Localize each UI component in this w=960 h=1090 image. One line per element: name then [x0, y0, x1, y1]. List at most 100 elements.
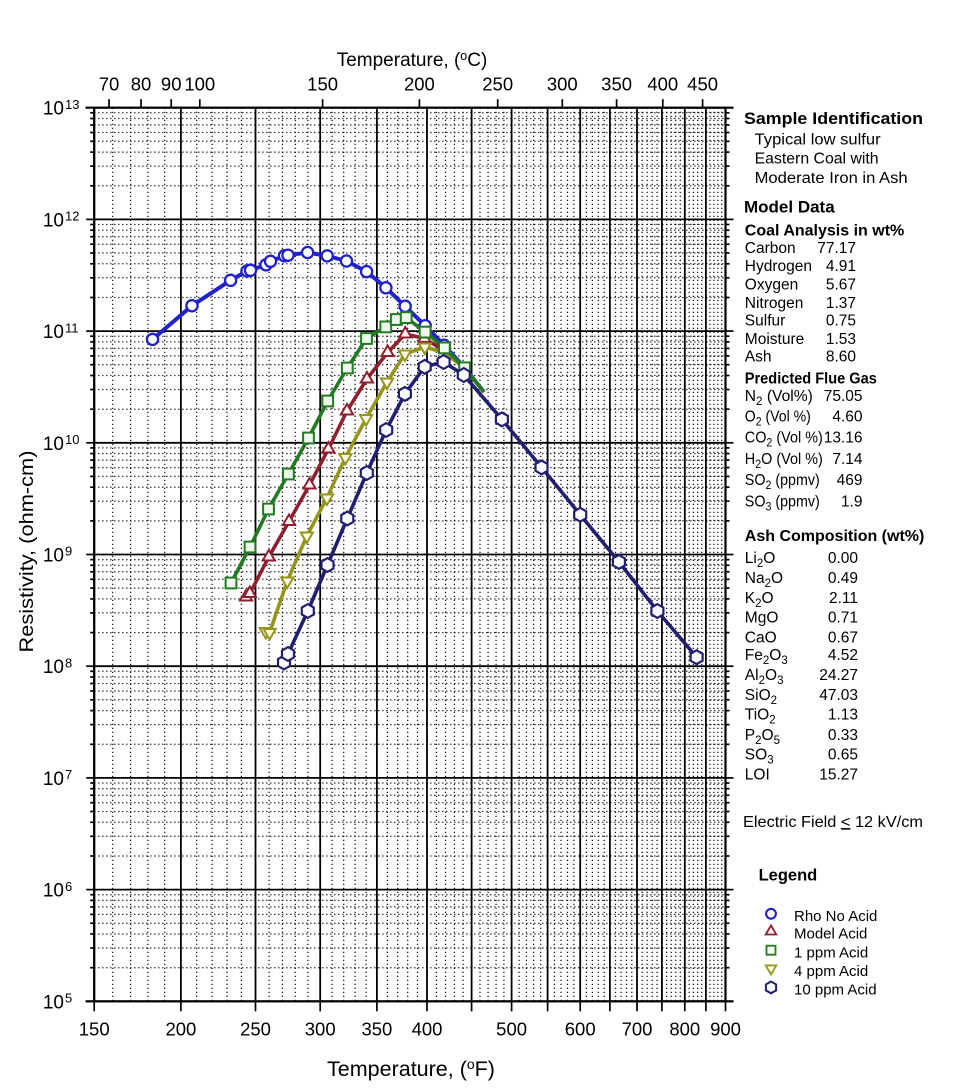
svg-text:5.67: 5.67: [826, 277, 856, 294]
svg-text:500: 500: [496, 1019, 527, 1040]
svg-text:SiO2: SiO2: [745, 687, 777, 707]
svg-text:SO3: SO3: [745, 747, 774, 767]
svg-text:P2O5: P2O5: [745, 727, 780, 747]
svg-text:9: 9: [65, 544, 72, 559]
svg-text:6: 6: [65, 879, 72, 894]
svg-text:12: 12: [65, 209, 79, 224]
svg-text:Temperature, (oC): Temperature, (oC): [337, 49, 488, 71]
svg-text:8.60: 8.60: [826, 349, 857, 366]
svg-text:Rho No Acid: Rho No Acid: [794, 908, 877, 925]
svg-text:350: 350: [361, 1019, 392, 1040]
svg-text:10: 10: [43, 434, 64, 455]
svg-text:0.33: 0.33: [828, 727, 858, 744]
svg-text:0.00: 0.00: [828, 550, 859, 567]
svg-text:Oxygen: Oxygen: [745, 277, 798, 294]
svg-text:469: 469: [837, 472, 863, 489]
svg-text:11: 11: [65, 320, 79, 335]
svg-text:47.03: 47.03: [819, 687, 858, 704]
svg-text:MgO: MgO: [745, 610, 779, 627]
svg-text:600: 600: [565, 1019, 596, 1040]
svg-text:800: 800: [669, 1019, 700, 1040]
svg-text:2.11: 2.11: [829, 590, 858, 607]
svg-text:15.27: 15.27: [819, 767, 858, 784]
svg-text:LOI: LOI: [745, 767, 770, 784]
svg-text:350: 350: [601, 74, 632, 95]
svg-text:Coal Analysis in wt%: Coal Analysis in wt%: [745, 223, 904, 240]
svg-text:Electric Field < 12 kV/cm: Electric Field < 12 kV/cm: [743, 814, 923, 831]
svg-text:Eastern Coal with: Eastern Coal with: [755, 151, 879, 168]
svg-text:SO3 (ppmv): SO3 (ppmv): [745, 493, 820, 513]
svg-text:250: 250: [482, 74, 513, 95]
svg-text:4.60: 4.60: [832, 408, 863, 425]
svg-text:Sample Identification: Sample Identification: [744, 110, 923, 128]
svg-text:200: 200: [404, 74, 435, 95]
svg-text:77.17: 77.17: [817, 240, 856, 257]
svg-text:7.14: 7.14: [832, 451, 863, 468]
svg-text:150: 150: [307, 74, 338, 95]
svg-text:10: 10: [43, 657, 64, 678]
svg-text:0.65: 0.65: [828, 747, 858, 764]
svg-text:0.49: 0.49: [828, 570, 858, 587]
svg-text:4.91: 4.91: [826, 258, 856, 275]
svg-text:400: 400: [647, 74, 678, 95]
svg-text:450: 450: [687, 74, 718, 95]
svg-text:200: 200: [165, 1019, 196, 1040]
svg-text:CO2 (Vol %): CO2 (Vol %): [745, 430, 823, 450]
svg-text:7: 7: [65, 767, 72, 782]
svg-text:Model Acid: Model Acid: [794, 925, 867, 942]
svg-text:1.53: 1.53: [826, 331, 856, 348]
svg-text:Legend: Legend: [759, 866, 818, 884]
svg-text:100: 100: [184, 74, 215, 95]
svg-text:700: 700: [622, 1019, 653, 1040]
svg-text:4.52: 4.52: [828, 647, 858, 664]
svg-text:Nitrogen: Nitrogen: [745, 295, 804, 312]
svg-text:10: 10: [43, 322, 64, 343]
svg-text:0.67: 0.67: [828, 630, 858, 647]
svg-text:900: 900: [710, 1019, 741, 1040]
svg-text:0.71: 0.71: [828, 610, 858, 627]
svg-text:10: 10: [65, 432, 79, 447]
svg-text:10: 10: [43, 546, 64, 567]
svg-text:4 ppm Acid: 4 ppm Acid: [794, 963, 868, 980]
svg-text:400: 400: [412, 1019, 443, 1040]
svg-text:150: 150: [79, 1019, 110, 1040]
svg-text:Li2O: Li2O: [745, 550, 776, 570]
svg-text:0.75: 0.75: [826, 313, 856, 330]
svg-text:Ash: Ash: [745, 349, 772, 366]
svg-text:K2O: K2O: [745, 590, 774, 610]
svg-text:Al2O3: Al2O3: [745, 667, 784, 687]
svg-text:70: 70: [99, 74, 120, 95]
svg-text:Moisture: Moisture: [745, 331, 804, 348]
svg-text:75.05: 75.05: [824, 388, 863, 405]
svg-text:1.9: 1.9: [841, 493, 863, 510]
svg-text:5: 5: [65, 991, 72, 1006]
svg-text:10: 10: [43, 881, 64, 902]
svg-text:N2 (Vol%): N2 (Vol%): [745, 388, 813, 408]
svg-text:Predicted Flue Gas: Predicted Flue Gas: [745, 370, 877, 387]
svg-text:10: 10: [43, 992, 64, 1013]
svg-text:Hydrogen: Hydrogen: [745, 258, 812, 275]
svg-text:Na2O: Na2O: [745, 570, 783, 590]
svg-text:300: 300: [305, 1019, 336, 1040]
svg-text:Fe2O3: Fe2O3: [745, 647, 788, 667]
svg-text:90: 90: [161, 74, 182, 95]
svg-text:Sulfur: Sulfur: [745, 313, 786, 330]
svg-text:1.37: 1.37: [826, 295, 856, 312]
svg-text:TiO2: TiO2: [745, 707, 776, 727]
svg-text:Resistivity, (ohm-cm): Resistivity, (ohm-cm): [16, 451, 38, 653]
svg-text:1 ppm Acid: 1 ppm Acid: [794, 944, 868, 961]
svg-text:300: 300: [547, 74, 578, 95]
svg-text:Model Data: Model Data: [744, 197, 835, 216]
svg-text:10: 10: [43, 769, 64, 790]
svg-text:10 ppm Acid: 10 ppm Acid: [794, 982, 877, 999]
svg-text:Moderate Iron in Ash: Moderate Iron in Ash: [755, 170, 908, 187]
svg-text:10: 10: [43, 210, 64, 231]
svg-text:80: 80: [131, 74, 152, 95]
svg-text:10: 10: [43, 99, 64, 120]
svg-text:24.27: 24.27: [819, 667, 858, 684]
svg-text:13: 13: [65, 97, 79, 112]
svg-text:H2O (Vol %): H2O (Vol %): [745, 451, 823, 471]
svg-text:SO2 (ppmv): SO2 (ppmv): [745, 472, 820, 492]
svg-text:250: 250: [240, 1019, 271, 1040]
svg-text:Carbon: Carbon: [745, 240, 796, 257]
